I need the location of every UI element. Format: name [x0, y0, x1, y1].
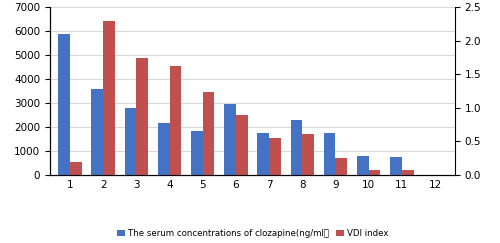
Bar: [124, 108, 136, 175]
Bar: [269, 138, 280, 175]
Bar: [136, 58, 148, 175]
Bar: [390, 156, 402, 175]
Bar: [290, 120, 302, 175]
Bar: [368, 170, 380, 175]
Bar: [402, 170, 413, 175]
Bar: [58, 34, 70, 175]
Bar: [302, 134, 314, 175]
Bar: [103, 21, 115, 175]
Bar: [158, 123, 170, 175]
Bar: [258, 133, 269, 175]
Bar: [236, 115, 248, 175]
Bar: [357, 156, 368, 175]
Bar: [202, 93, 214, 175]
Bar: [324, 133, 336, 175]
Bar: [336, 158, 347, 175]
Bar: [92, 89, 103, 175]
Bar: [70, 162, 82, 175]
Bar: [224, 104, 236, 175]
Bar: [191, 131, 202, 175]
Legend: The serum concentrations of clozapine(ng/ml）, VDI index: The serum concentrations of clozapine(ng…: [113, 225, 392, 241]
Bar: [170, 66, 181, 175]
